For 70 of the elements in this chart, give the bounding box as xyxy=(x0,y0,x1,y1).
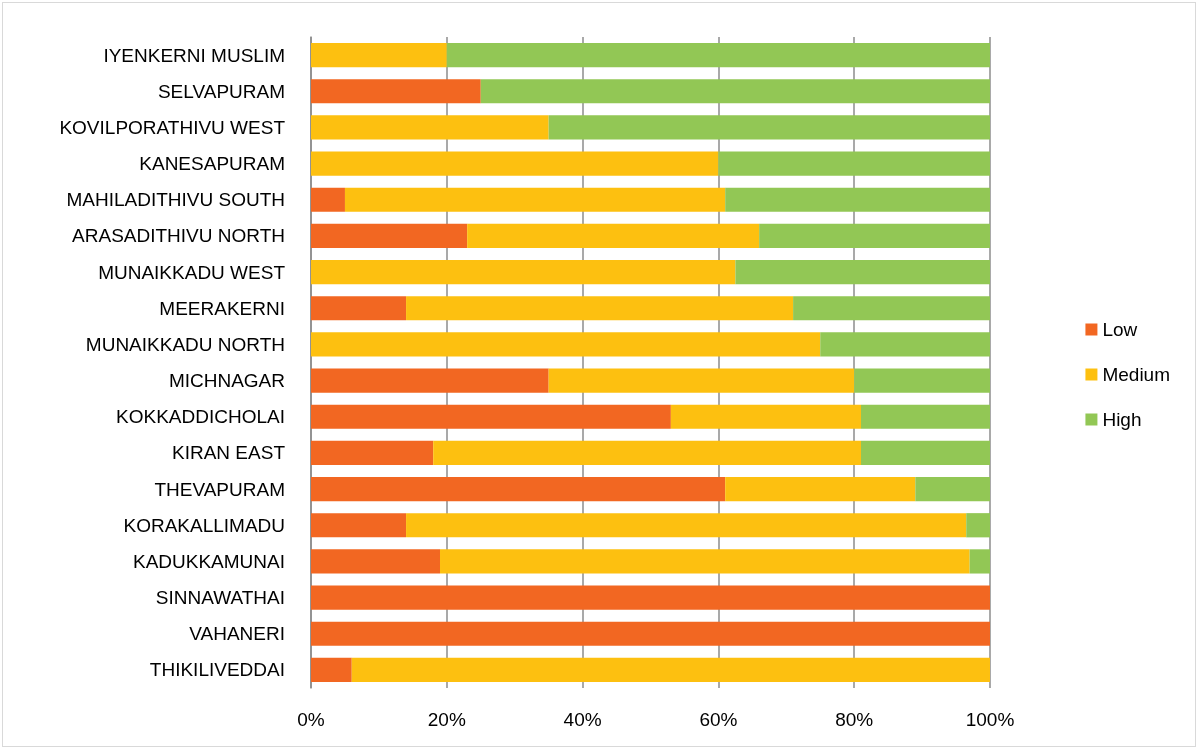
y-tick-label: MICHNAGAR xyxy=(168,370,285,392)
bar xyxy=(351,657,990,683)
y-tick-label: MUNAIKKADU NORTH xyxy=(85,333,285,355)
bar xyxy=(759,223,990,249)
bar xyxy=(311,223,468,249)
bar xyxy=(725,187,990,212)
y-tick-label: IYENKERNI MUSLIM xyxy=(103,44,285,66)
y-tick-label: ARASADITHIVU NORTH xyxy=(72,225,285,247)
x-tick-label: 60% xyxy=(699,709,738,730)
bar xyxy=(311,151,719,176)
bar xyxy=(311,621,990,646)
bar xyxy=(311,368,549,393)
y-tick-label: KIRAN EAST xyxy=(172,442,286,464)
bar xyxy=(915,476,990,502)
legend-label: High xyxy=(1102,409,1142,430)
bar xyxy=(311,115,549,140)
y-tick-label: KOVILPORATHIVU WEST xyxy=(59,116,286,138)
bar xyxy=(725,476,916,502)
bar xyxy=(311,404,671,429)
bar xyxy=(969,549,990,574)
y-tick-label: MAHILADITHIVU SOUTH xyxy=(66,189,285,211)
bar xyxy=(548,368,855,393)
y-tick-label: KANESAPURAM xyxy=(139,153,285,175)
bar xyxy=(480,79,990,104)
y-tick-label: THIKILIVEDDAI xyxy=(149,659,285,681)
bar xyxy=(311,332,821,357)
bar xyxy=(735,259,990,285)
bar xyxy=(311,585,990,610)
bar xyxy=(311,42,447,68)
bar xyxy=(406,513,967,538)
y-tick-label: KORAKALLIMADU xyxy=(123,514,285,536)
y-tick-label: SINNAWATHAI xyxy=(155,587,285,609)
legend-label: Low xyxy=(1102,319,1138,340)
bar xyxy=(311,513,407,538)
bar xyxy=(311,657,352,683)
y-tick-label: THEVAPURAM xyxy=(154,478,285,500)
bar xyxy=(446,42,990,68)
bar xyxy=(966,513,990,538)
legend-label: Medium xyxy=(1102,364,1170,385)
bar xyxy=(311,79,481,104)
bar xyxy=(311,549,441,574)
bar xyxy=(311,440,434,466)
bar xyxy=(718,151,990,176)
bar xyxy=(440,549,970,574)
bar xyxy=(344,187,726,212)
bar xyxy=(467,223,760,249)
y-tick-label: VAHANERI xyxy=(189,623,285,645)
x-tick-label: 20% xyxy=(427,709,466,730)
y-tick-label: KOKKADDICHOLAI xyxy=(116,406,285,428)
x-tick-label: 80% xyxy=(835,709,874,730)
bar xyxy=(311,259,736,285)
y-tick-label: KADUKKAMUNAI xyxy=(132,550,285,572)
bar xyxy=(433,440,861,466)
bar xyxy=(860,404,990,429)
y-tick-label: SELVAPURAM xyxy=(157,80,285,102)
x-tick-label: 40% xyxy=(563,709,602,730)
bar xyxy=(670,404,861,429)
x-tick-label: 0% xyxy=(297,709,325,730)
y-tick-label: MEERAKERNI xyxy=(159,297,285,319)
bar xyxy=(860,440,990,466)
y-tick-label: MUNAIKKADU WEST xyxy=(98,261,286,283)
bar xyxy=(854,368,990,393)
bar xyxy=(311,187,345,212)
bar xyxy=(311,476,726,502)
bar xyxy=(548,115,990,140)
bar xyxy=(820,332,990,357)
x-tick-label: 100% xyxy=(965,709,1015,730)
bar xyxy=(311,296,407,321)
bar xyxy=(793,296,990,321)
bar xyxy=(406,296,794,321)
